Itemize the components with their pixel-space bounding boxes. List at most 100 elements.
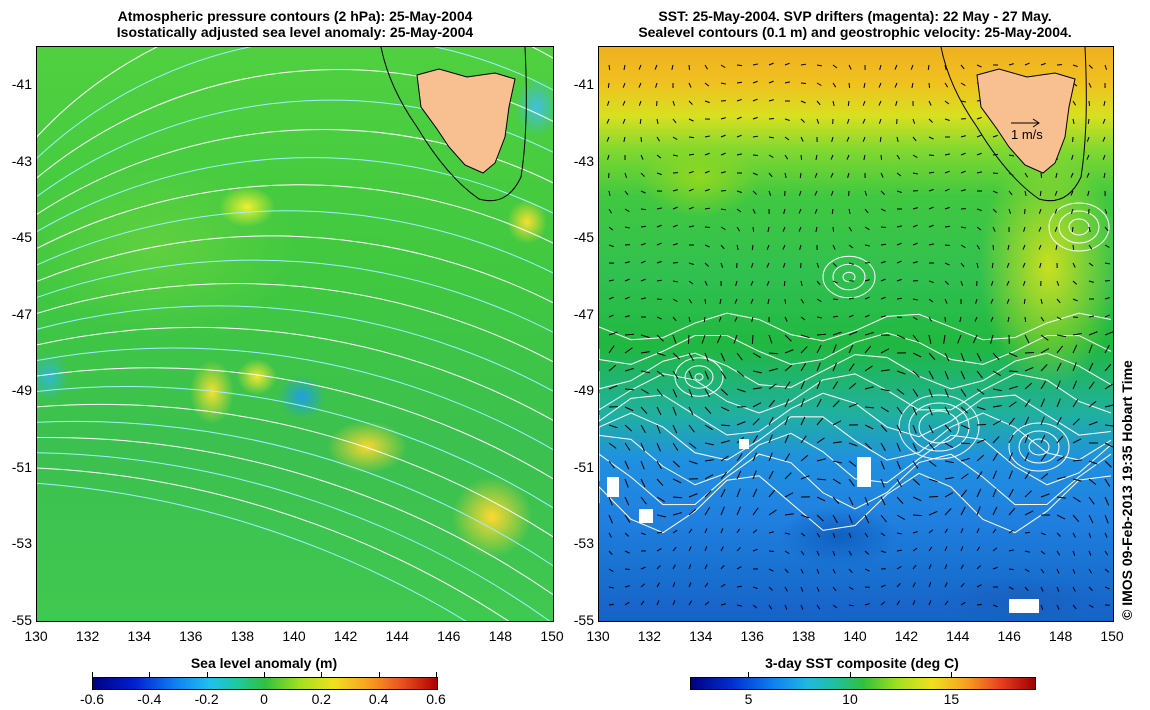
velocity-arrow <box>896 278 902 282</box>
velocity-arrow <box>640 532 646 536</box>
velocity-arrow <box>688 280 694 285</box>
velocity-arrow <box>672 478 682 484</box>
longitude-tick-label: 142 <box>333 628 358 644</box>
velocity-arrow <box>1056 416 1062 426</box>
velocity-arrow <box>1104 208 1108 214</box>
velocity-arrow <box>736 470 742 480</box>
sea-level-anomaly-map[interactable] <box>36 46 554 622</box>
velocity-arrow <box>704 135 710 138</box>
velocity-arrow <box>1104 532 1108 538</box>
velocity-arrow <box>960 170 966 174</box>
velocity-arrow <box>1104 478 1111 487</box>
velocity-arrow <box>1040 398 1045 408</box>
velocity-arrow <box>704 424 713 431</box>
velocity-arrow <box>720 244 725 250</box>
velocity-arrow <box>880 584 886 588</box>
velocity-arrow <box>688 262 694 265</box>
velocity-arrow <box>928 478 938 483</box>
velocity-arrow <box>1104 586 1110 590</box>
velocity-arrow <box>816 100 821 106</box>
velocity-arrow <box>784 568 789 574</box>
velocity-arrow <box>880 296 886 300</box>
velocity-arrow <box>704 152 710 156</box>
velocity-arrow <box>912 388 919 397</box>
velocity-arrow <box>1024 399 1031 408</box>
velocity-arrow <box>912 136 917 142</box>
velocity-scale: 1 m/s <box>1011 118 1043 142</box>
velocity-arrow <box>656 118 659 124</box>
velocity-arrow <box>608 385 618 390</box>
velocity-arrow <box>656 242 662 246</box>
velocity-arrow <box>960 601 966 606</box>
velocity-arrow <box>624 226 630 229</box>
velocity-arrow <box>832 64 838 69</box>
velocity-arrow <box>704 601 710 606</box>
velocity-arrow <box>896 496 904 504</box>
velocity-arrow <box>783 208 786 214</box>
velocity-arrow <box>960 189 966 192</box>
velocity-arrow <box>944 460 954 464</box>
eddy-contour <box>1018 430 1060 464</box>
pressure-contour-line <box>37 69 553 179</box>
pressure-contour-line <box>37 452 551 621</box>
pressure-contour-line <box>37 326 553 422</box>
velocity-arrow <box>992 226 996 232</box>
velocity-arrow <box>816 437 825 444</box>
velocity-arrow <box>848 331 858 336</box>
velocity-arrow <box>960 262 965 268</box>
left-title-line1: Atmospheric pressure contours (2 hPa): 2… <box>117 8 473 24</box>
velocity-arrow <box>976 546 981 552</box>
velocity-arrow <box>608 226 614 231</box>
velocity-arrow <box>912 242 918 246</box>
velocity-arrow <box>672 100 676 106</box>
velocity-arrow <box>752 172 758 176</box>
velocity-arrow <box>944 170 950 174</box>
velocity-arrow <box>640 334 650 339</box>
sealevel-contour-line <box>599 412 1112 461</box>
velocity-arrow <box>735 280 738 286</box>
velocity-arrow <box>656 496 665 503</box>
pressure-contour-line <box>37 467 510 621</box>
velocity-arrow <box>864 603 870 606</box>
velocity-arrow <box>944 352 950 362</box>
velocity-arrow <box>1072 362 1077 372</box>
velocity-arrow <box>736 604 742 607</box>
sealevel-contour-line <box>599 332 1112 365</box>
velocity-arrow <box>848 363 855 372</box>
velocity-arrow <box>640 260 646 264</box>
velocity-arrow <box>750 298 754 304</box>
velocity-arrow <box>608 514 613 524</box>
velocity-arrow <box>847 172 850 178</box>
velocity-arrow <box>880 424 888 433</box>
velocity-arrow <box>1024 550 1030 553</box>
velocity-arrow <box>848 604 855 607</box>
velocity-arrow <box>606 136 610 142</box>
velocity-arrow <box>719 298 722 304</box>
longitude-tick-label: 138 <box>791 628 816 644</box>
colorbar-tick-label: 0.6 <box>426 691 446 707</box>
velocity-arrow <box>944 406 950 416</box>
velocity-arrow <box>1023 298 1026 305</box>
velocity-arrow <box>800 154 803 161</box>
velocity-arrow <box>1008 370 1019 373</box>
velocity-arrow <box>736 153 742 156</box>
velocity-arrow <box>752 370 762 374</box>
velocity-arrow <box>880 460 885 470</box>
velocity-arrow <box>606 100 610 106</box>
velocity-arrow <box>608 424 618 429</box>
velocity-arrow <box>880 154 883 161</box>
velocity-arrow <box>768 531 774 534</box>
velocity-arrow <box>976 134 982 138</box>
velocity-arrow <box>688 298 693 304</box>
velocity-arrow <box>880 442 886 452</box>
velocity-arrow <box>1072 100 1077 106</box>
velocity-arrow <box>1088 586 1093 591</box>
velocity-arrow <box>816 298 822 302</box>
velocity-arrow <box>896 242 902 246</box>
velocity-arrow <box>992 436 1000 444</box>
velocity-arrow <box>623 136 626 142</box>
sst-map[interactable]: 1 m/s <box>598 46 1114 622</box>
velocity-arrow <box>976 603 983 606</box>
velocity-arrow <box>768 136 775 139</box>
velocity-arrow <box>864 424 874 430</box>
